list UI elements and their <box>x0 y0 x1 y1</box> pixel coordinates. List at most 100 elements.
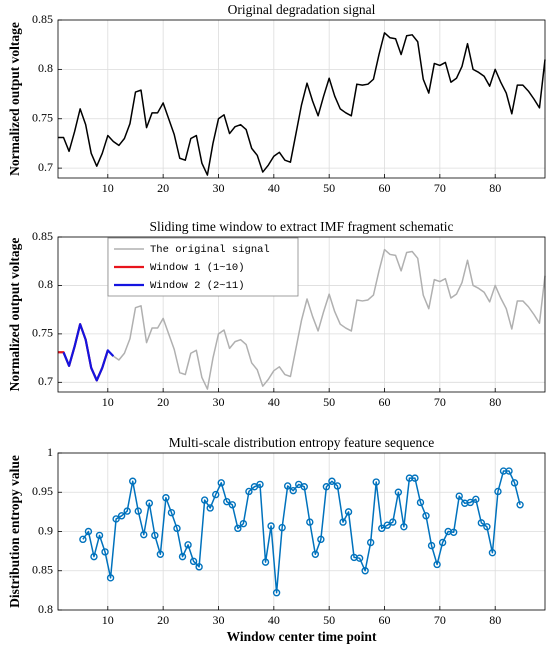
data-point <box>79 535 87 544</box>
data-point <box>366 538 375 547</box>
data-point <box>422 512 430 520</box>
data-point <box>283 482 292 490</box>
x-tick-label: 80 <box>489 395 501 409</box>
data-point <box>206 504 214 512</box>
data-point <box>449 528 458 536</box>
axes-frame <box>57 452 546 611</box>
data-point <box>212 490 220 499</box>
data-point <box>234 524 242 533</box>
x-tick-label: 70 <box>434 613 446 627</box>
data-point <box>90 552 98 561</box>
data-point <box>239 519 248 528</box>
data-point <box>134 507 142 515</box>
data-point <box>267 522 275 530</box>
series-line <box>58 248 546 390</box>
axes-frame <box>57 19 546 179</box>
data-point <box>184 541 192 549</box>
y-axis-label: Normalized output voltage <box>7 22 22 176</box>
x-tick-label: 50 <box>323 181 335 195</box>
data-point <box>300 483 308 491</box>
legend-label: Window 1 (1~10) <box>150 262 245 274</box>
chart-title: Sliding time window to extract IMF fragm… <box>149 219 453 234</box>
data-point <box>95 531 104 540</box>
y-axis-label: Distribution entropy value <box>7 455 22 608</box>
y-tick-label: 0.75 <box>32 326 53 340</box>
data-point <box>317 535 325 544</box>
data-point <box>483 523 491 531</box>
data-point <box>272 589 281 597</box>
data-point <box>195 563 203 571</box>
x-tick-label: 60 <box>379 181 391 195</box>
data-point <box>372 478 380 486</box>
data-point <box>200 496 209 504</box>
y-axis-label: Normalized output voltage <box>7 238 22 392</box>
data-point <box>223 497 231 506</box>
data-point <box>278 523 286 532</box>
data-point <box>167 508 176 517</box>
chart-title: Multi-scale distribution entropy feature… <box>169 435 434 450</box>
data-point <box>101 548 109 556</box>
plot-area <box>58 20 545 178</box>
data-point <box>400 523 408 531</box>
data-point <box>162 494 170 502</box>
x-tick-label: 10 <box>102 613 114 627</box>
data-point <box>339 518 347 526</box>
data-point <box>378 524 386 533</box>
data-point <box>355 554 364 562</box>
data-point <box>488 548 497 557</box>
x-tick-label: 70 <box>434 395 446 409</box>
x-tick-label: 20 <box>157 395 169 409</box>
y-tick-label: 0.7 <box>38 374 53 388</box>
data-point <box>433 560 441 569</box>
x-tick-label: 50 <box>323 395 335 409</box>
data-point <box>256 480 264 489</box>
x-tick-label: 30 <box>212 613 224 627</box>
data-point <box>394 488 403 496</box>
data-point <box>311 550 320 558</box>
data-point <box>129 477 137 485</box>
data-point <box>411 474 419 482</box>
data-point <box>328 477 336 485</box>
x-tick-label: 70 <box>434 181 446 195</box>
x-tick-label: 40 <box>268 613 280 627</box>
x-tick-label: 10 <box>102 181 114 195</box>
data-point <box>156 550 165 558</box>
data-point <box>516 501 524 509</box>
data-point <box>112 515 120 523</box>
data-point <box>84 527 93 536</box>
data-point <box>427 541 436 550</box>
data-point <box>151 531 159 540</box>
data-point <box>416 498 425 507</box>
x-tick-label: 60 <box>379 613 391 627</box>
data-point <box>494 487 502 496</box>
x-tick-label: 20 <box>157 613 169 627</box>
data-point <box>510 479 519 487</box>
data-point <box>472 495 480 504</box>
data-point <box>289 486 297 495</box>
y-tick-label: 0.85 <box>32 229 53 243</box>
y-tick-label: 0.85 <box>32 563 53 577</box>
y-tick-label: 0.9 <box>38 523 53 537</box>
data-point <box>306 518 314 526</box>
chart-title: Original degradation signal <box>228 2 376 17</box>
y-tick-label: 0.8 <box>38 277 53 291</box>
series-line <box>62 323 115 382</box>
x-tick-label: 80 <box>489 181 501 195</box>
data-point <box>145 499 154 507</box>
x-tick-label: 40 <box>268 181 280 195</box>
data-point <box>438 538 447 547</box>
legend-label: Window 2 (2~11) <box>150 280 245 292</box>
data-point <box>217 479 225 487</box>
data-point <box>245 487 253 496</box>
data-point <box>361 567 369 575</box>
data-point <box>477 519 486 527</box>
y-tick-label: 0.95 <box>32 484 53 498</box>
x-tick-label: 30 <box>212 395 224 409</box>
axes-frame <box>57 236 546 393</box>
data-point <box>106 574 115 582</box>
x-tick-label: 10 <box>102 395 114 409</box>
y-tick-label: 0.75 <box>32 111 53 125</box>
legend-label: The original signal <box>150 244 270 256</box>
x-tick-label: 60 <box>379 395 391 409</box>
